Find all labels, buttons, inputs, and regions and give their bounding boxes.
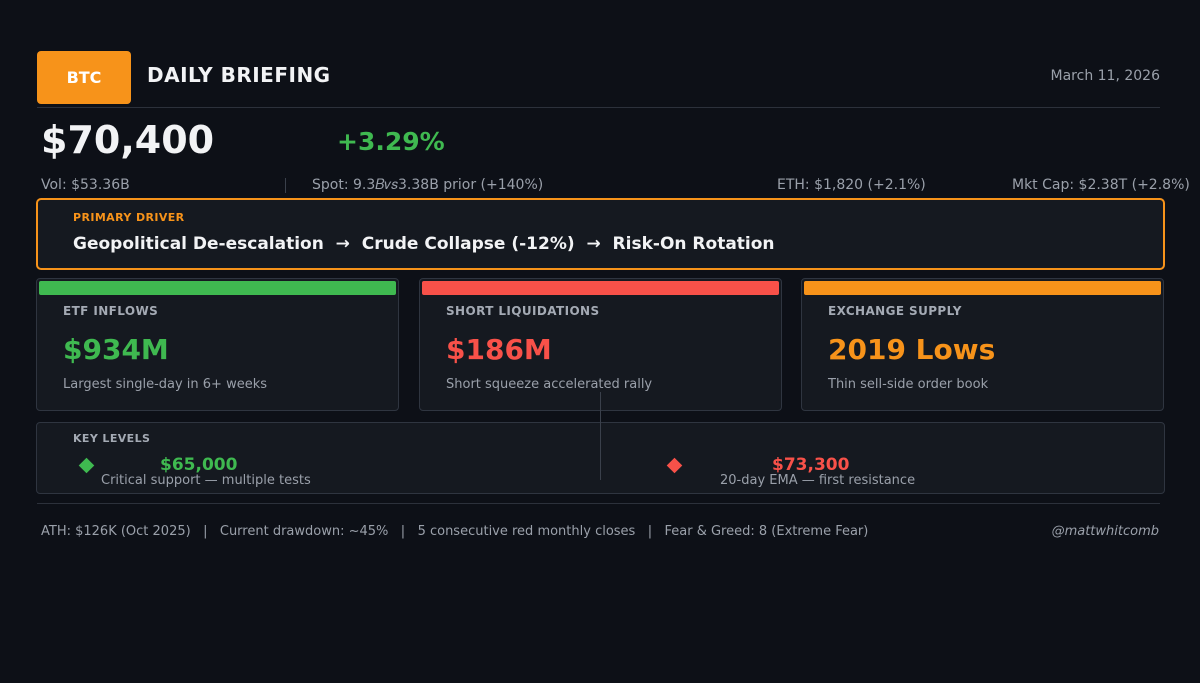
btc-price: $70,400 <box>41 118 215 162</box>
card-value: $186M <box>446 333 552 366</box>
card-accent-bar <box>422 281 779 295</box>
author-handle: @mattwhitcomb <box>1051 524 1159 539</box>
card-value: 2019 Lows <box>828 333 996 366</box>
market-cap-stat: Mkt Cap: $2.38T (+2.8%) <box>1012 177 1190 193</box>
card-note: Short squeeze accelerated rally <box>446 377 653 392</box>
footer-divider <box>37 503 1160 504</box>
header-divider <box>37 107 1160 108</box>
primary-driver-panel: PRIMARY DRIVER Geopolitical De-escalatio… <box>36 198 1165 270</box>
card-label: ETF INFLOWS <box>63 304 159 318</box>
resistance-level-note: 20-day EMA — first resistance <box>720 473 916 488</box>
diamond-icon <box>78 457 95 474</box>
briefing-date: March 11, 2026 <box>1050 68 1160 84</box>
ticker-badge: BTC <box>37 51 131 104</box>
key-levels-label: KEY LEVELS <box>73 432 151 445</box>
card-note: Largest single-day in 6+ weeks <box>63 377 268 392</box>
support-level-value: $65,000 <box>160 455 238 475</box>
card-note: Thin sell-side order book <box>828 377 989 392</box>
resistance-level-value: $73,300 <box>772 455 850 475</box>
short-liquidations-card: SHORT LIQUIDATIONS $186M Short squeeze a… <box>419 278 782 411</box>
volume-stat: Vol: $53.36B <box>41 177 130 193</box>
support-level-note: Critical support — multiple tests <box>101 473 311 488</box>
diamond-icon <box>666 457 683 474</box>
primary-driver-label: PRIMARY DRIVER <box>73 211 185 224</box>
exchange-supply-card: EXCHANGE SUPPLY 2019 Lows Thin sell-side… <box>801 278 1164 411</box>
card-accent-bar <box>804 281 1161 295</box>
primary-driver-text: Geopolitical De-escalation → Crude Colla… <box>73 234 775 254</box>
page-title: DAILY BRIEFING <box>147 63 331 87</box>
footer-stats: ATH: $126K (Oct 2025) | Current drawdown… <box>41 524 869 539</box>
spot-stat: Spot: 9.3𝐵𝑣𝑠3.38B prior (+140%) <box>312 177 544 193</box>
price-change: +3.29% <box>337 127 445 156</box>
card-accent-bar <box>39 281 396 295</box>
card-label: EXCHANGE SUPPLY <box>828 304 962 318</box>
stats-divider <box>285 178 286 193</box>
eth-stat: ETH: $1,820 (+2.1%) <box>777 177 926 193</box>
card-value: $934M <box>63 333 169 366</box>
etf-inflows-card: ETF INFLOWS $934M Largest single-day in … <box>36 278 399 411</box>
card-label: SHORT LIQUIDATIONS <box>446 304 600 318</box>
vertical-connector-line <box>600 392 601 480</box>
